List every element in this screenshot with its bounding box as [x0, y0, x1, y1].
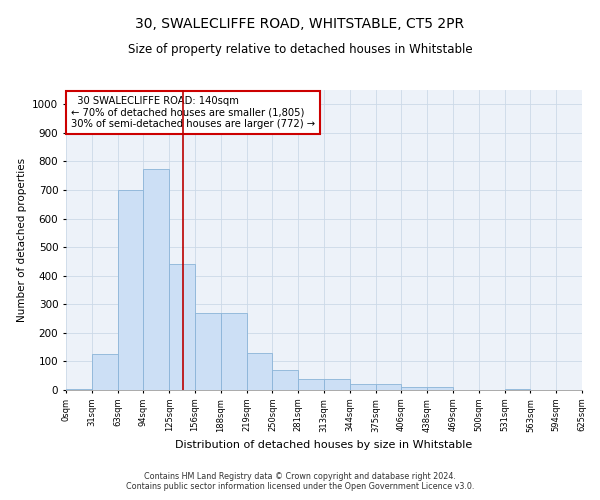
Bar	[272, 370, 298, 390]
Text: 30 SWALECLIFFE ROAD: 140sqm
← 70% of detached houses are smaller (1,805)
30% of : 30 SWALECLIFFE ROAD: 140sqm ← 70% of det…	[71, 96, 315, 129]
Bar	[169, 264, 195, 390]
Bar	[66, 388, 92, 390]
Bar	[92, 354, 118, 390]
Bar	[427, 387, 453, 390]
Bar	[118, 190, 143, 390]
Bar	[350, 384, 376, 390]
Bar	[298, 378, 324, 390]
Bar	[143, 168, 169, 390]
Bar	[247, 353, 272, 390]
Bar	[401, 387, 427, 390]
Text: Contains HM Land Registry data © Crown copyright and database right 2024.: Contains HM Land Registry data © Crown c…	[144, 472, 456, 481]
Y-axis label: Number of detached properties: Number of detached properties	[17, 158, 26, 322]
Bar	[505, 388, 530, 390]
Bar	[221, 313, 247, 390]
Text: Contains public sector information licensed under the Open Government Licence v3: Contains public sector information licen…	[126, 482, 474, 491]
Text: 30, SWALECLIFFE ROAD, WHITSTABLE, CT5 2PR: 30, SWALECLIFFE ROAD, WHITSTABLE, CT5 2P…	[136, 18, 464, 32]
Bar	[195, 313, 221, 390]
Text: Size of property relative to detached houses in Whitstable: Size of property relative to detached ho…	[128, 42, 472, 56]
X-axis label: Distribution of detached houses by size in Whitstable: Distribution of detached houses by size …	[175, 440, 473, 450]
Bar	[376, 384, 401, 390]
Bar	[324, 378, 350, 390]
